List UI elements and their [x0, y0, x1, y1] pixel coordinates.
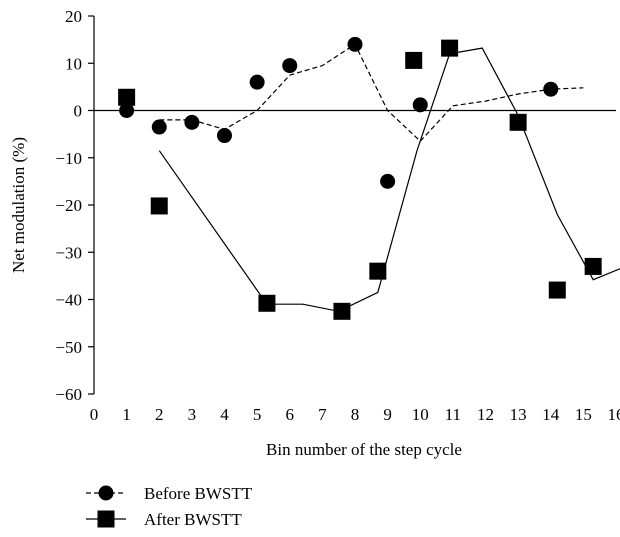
square-marker: [333, 302, 351, 320]
y-tick-label: 10: [65, 54, 82, 73]
series-markers: [118, 36, 602, 320]
x-tick-label: 12: [477, 405, 494, 424]
circle-marker: [151, 119, 167, 135]
circle-marker: [249, 74, 265, 90]
circle-marker: [217, 128, 232, 144]
circle-marker: [282, 58, 298, 74]
circle-marker: [347, 36, 363, 52]
square-marker: [258, 294, 276, 312]
x-tick-label: 8: [351, 405, 360, 424]
x-tick-label: 16: [608, 405, 620, 424]
x-tick-label: 15: [575, 405, 592, 424]
circle-marker: [119, 103, 135, 118]
x-tick-label: 14: [542, 405, 560, 424]
legend-label: Before BWSTT: [144, 484, 253, 503]
y-tick-label: −60: [55, 385, 82, 404]
x-tick-label: 2: [155, 405, 164, 424]
x-tick-label: 9: [383, 405, 392, 424]
y-tick-label: −30: [55, 243, 82, 262]
y-axis-label: Net modulation (%): [9, 137, 28, 273]
y-tick-label: −50: [55, 338, 82, 357]
series-lines: [158, 43, 620, 312]
x-tick-label: 3: [188, 405, 197, 424]
x-tick-label: 1: [122, 405, 131, 424]
x-tick-label: 5: [253, 405, 262, 424]
square-marker: [150, 197, 168, 215]
x-tick-label: 10: [412, 405, 429, 424]
square-marker: [441, 39, 459, 57]
y-tick-label: 20: [65, 7, 82, 26]
square-marker: [548, 281, 566, 299]
series-line-2: [158, 47, 620, 312]
circle-marker: [380, 173, 396, 189]
x-tick-label: 4: [220, 405, 229, 424]
x-tick-label: 6: [286, 405, 295, 424]
square-marker: [369, 262, 387, 280]
legend-label: After BWSTT: [144, 510, 242, 529]
axes: [93, 16, 616, 394]
y-tick-label: −20: [55, 196, 82, 215]
square-marker: [509, 113, 527, 131]
square-marker: [118, 88, 136, 106]
circle-marker: [412, 97, 428, 113]
x-tick-label: 11: [445, 405, 461, 424]
legend: Before BWSTT After BWSTT: [86, 484, 253, 529]
square-marker: [405, 51, 423, 69]
series-line-1: [159, 43, 584, 143]
x-tick-label: 7: [318, 405, 327, 424]
square-marker: [584, 257, 602, 275]
x-tick-label: 0: [90, 405, 99, 424]
y-tick-label: −40: [55, 291, 82, 310]
circle-marker: [543, 81, 559, 97]
x-tick-label: 13: [510, 405, 527, 424]
y-tick-label: 0: [74, 102, 83, 121]
legend-circle-marker: [98, 485, 114, 501]
y-tick-label: −10: [55, 149, 82, 168]
x-axis-label: Bin number of the step cycle: [266, 440, 462, 459]
legend-square-marker: [97, 510, 115, 528]
circle-marker: [184, 114, 200, 130]
